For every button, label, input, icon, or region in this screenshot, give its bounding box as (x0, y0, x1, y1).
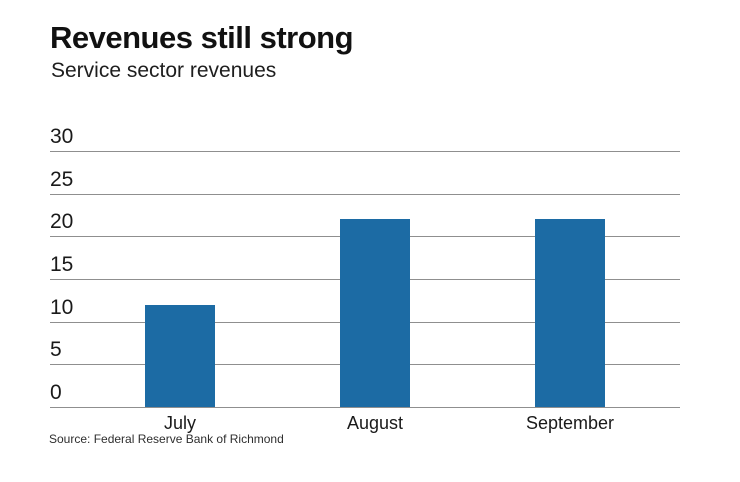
gridline (50, 407, 680, 408)
x-axis-label: September (525, 413, 615, 433)
gridline (50, 194, 680, 195)
y-axis-label: 25 (50, 168, 74, 191)
gridline (50, 151, 680, 152)
y-axis-label: 10 (50, 296, 74, 319)
source-note: Source: Federal Reserve Bank of Richmond (49, 432, 284, 446)
y-axis-label: 0 (50, 381, 62, 404)
bar-august (340, 219, 410, 407)
x-axis-label: July (163, 413, 196, 433)
y-axis-label: 5 (50, 338, 62, 361)
y-axis-label: 30 (50, 125, 74, 148)
bar-july (145, 305, 215, 407)
bar-september (535, 219, 605, 407)
x-axis-label: August (346, 413, 404, 433)
y-axis-label: 15 (50, 253, 74, 276)
y-axis-label: 20 (50, 210, 74, 233)
chart-title: Revenues still strong (50, 20, 354, 55)
chart-subtitle: Service sector revenues (51, 59, 277, 82)
